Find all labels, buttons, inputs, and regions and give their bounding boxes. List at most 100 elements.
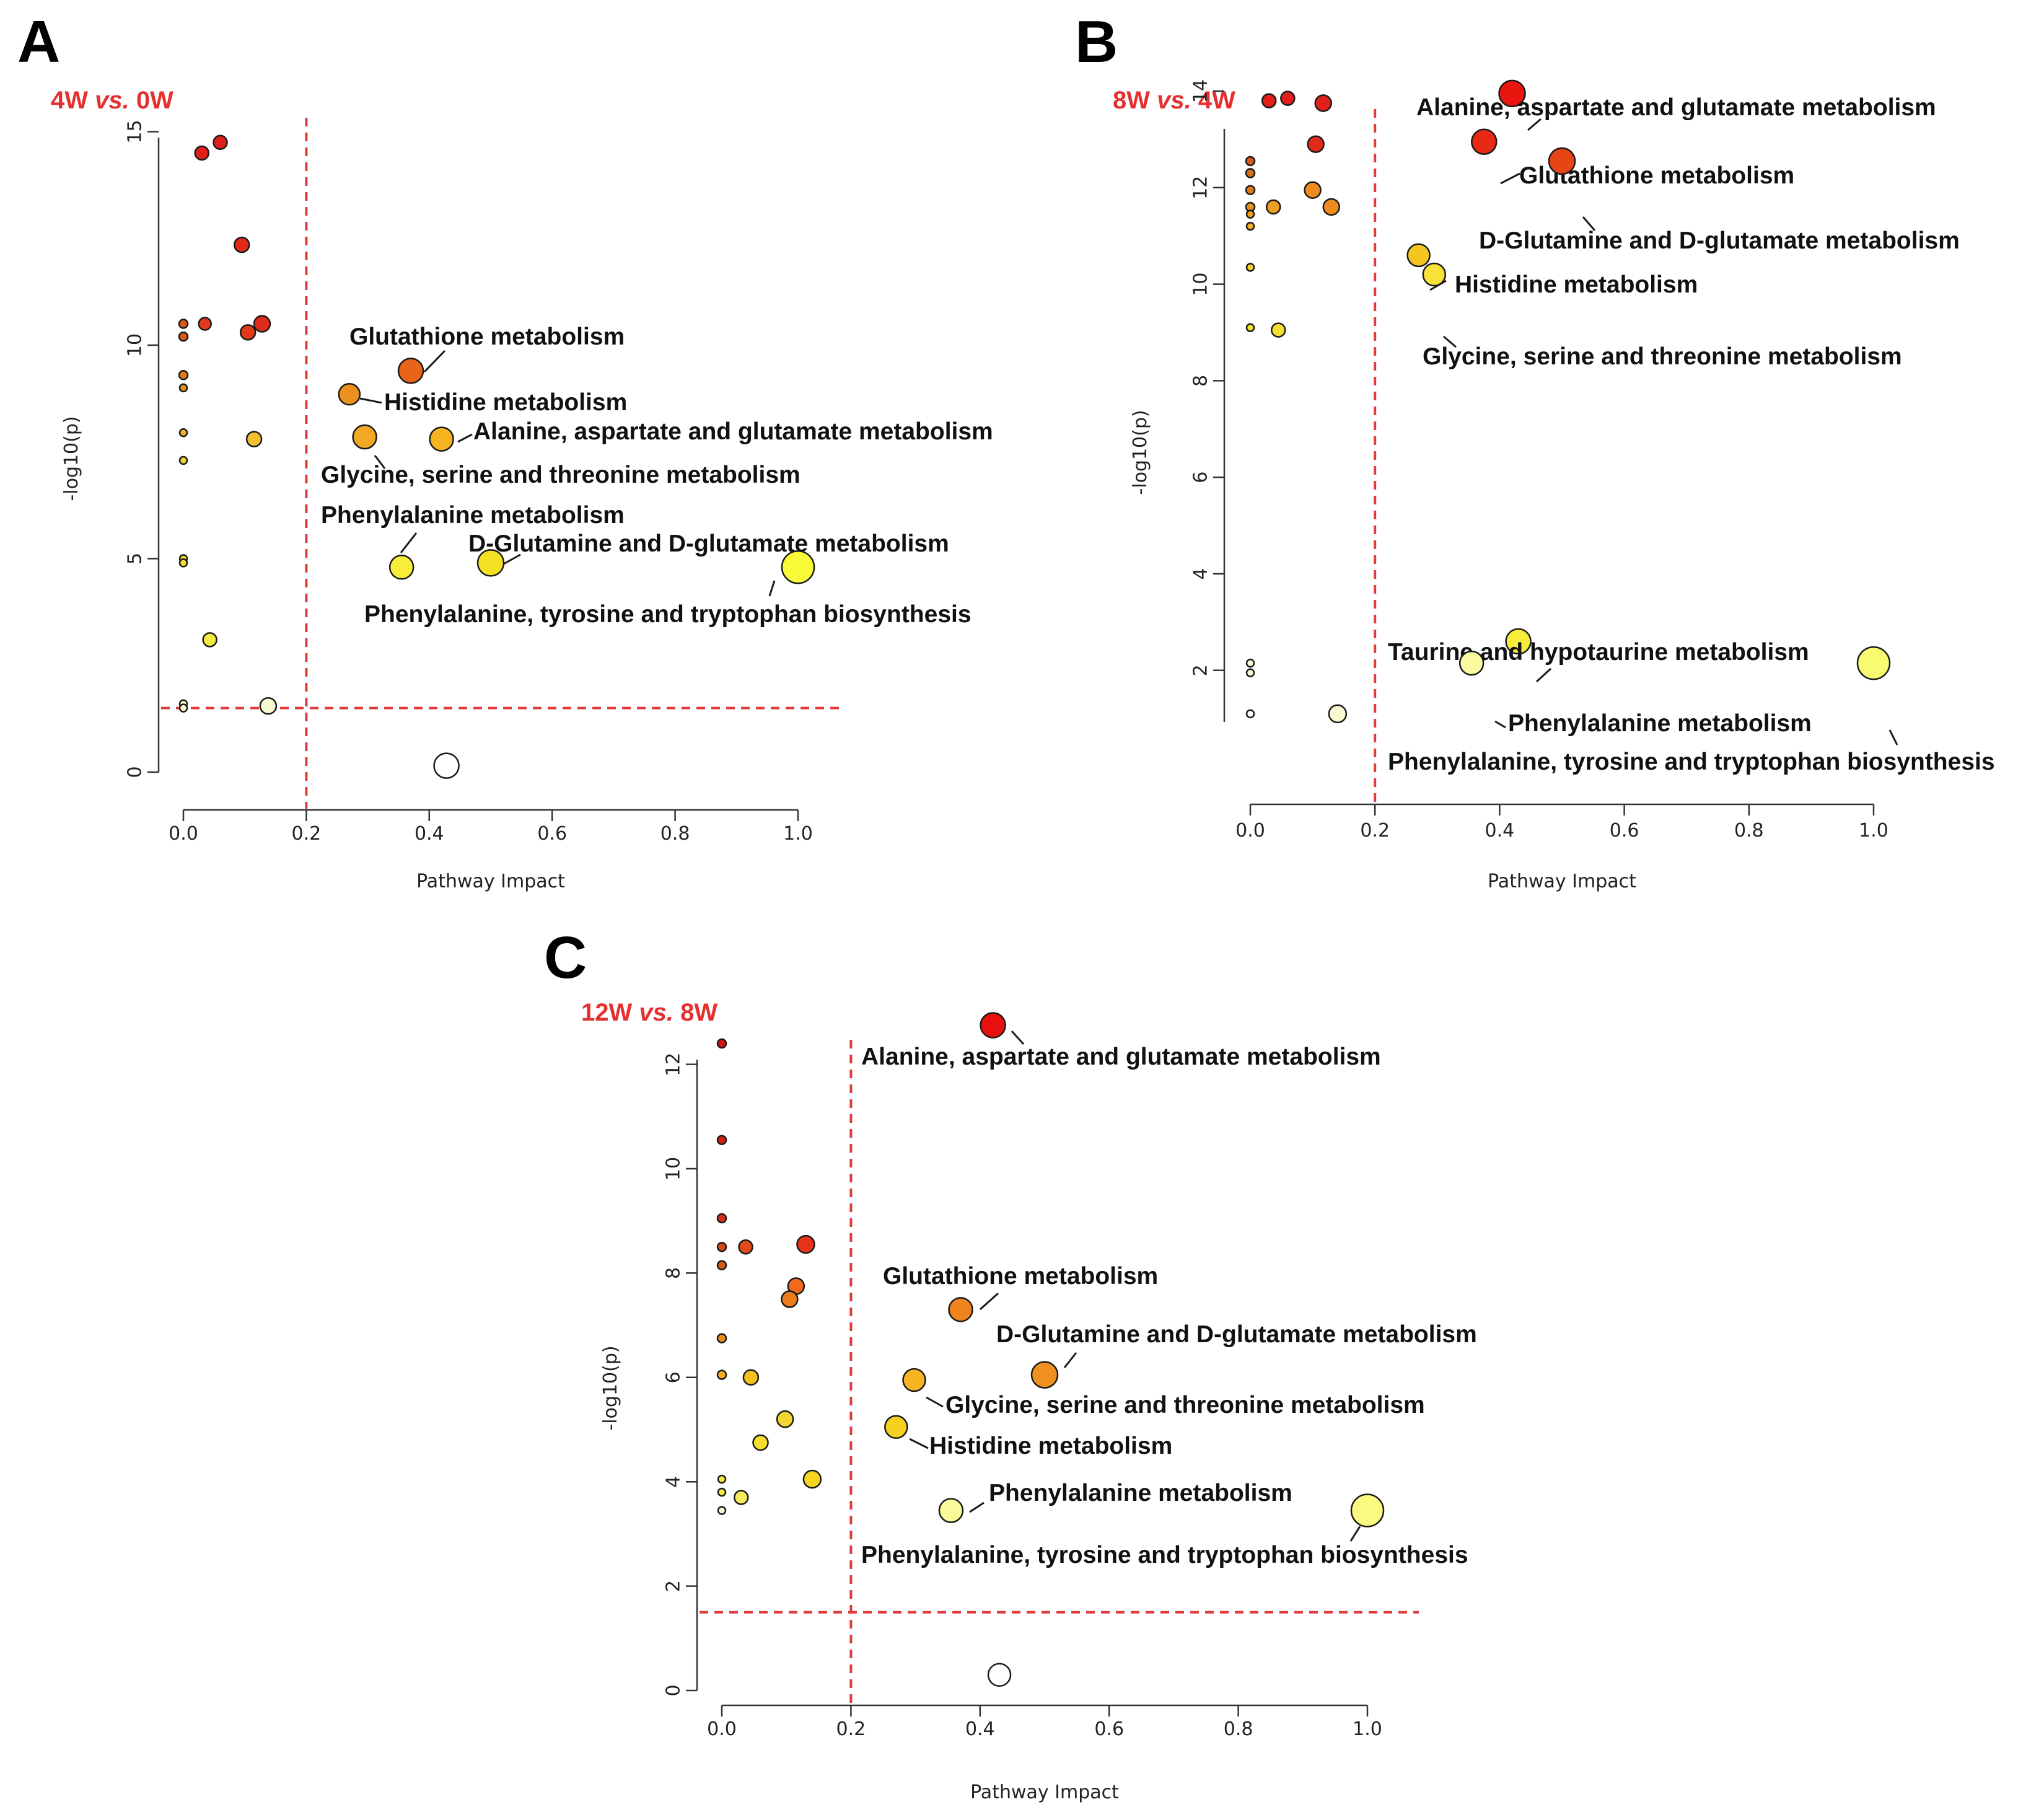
y-tick-label: 10: [1190, 273, 1212, 296]
pathway-point: [776, 1410, 794, 1428]
y-tick-label: 8: [1190, 375, 1212, 387]
pathway-point: [716, 1213, 727, 1224]
pathway-label: Glycine, serine and threonine metabolism: [321, 462, 800, 488]
pathway-point: [1245, 221, 1255, 231]
pathway-point: [752, 1434, 769, 1451]
pathway-point-labeled: [1856, 646, 1891, 680]
pathway-label: Alanine, aspartate and glutamate metabol…: [861, 1044, 1381, 1070]
comparison-title-part: 8W: [673, 999, 717, 1026]
pathway-point: [716, 1333, 727, 1343]
label-leader-line: [1011, 1030, 1025, 1045]
y-tick-label: 0: [125, 766, 146, 778]
pathway-point-labeled: [397, 358, 424, 384]
pathway-point: [1245, 323, 1255, 332]
pathway-point: [213, 134, 228, 150]
y-tick-label: 6: [1190, 472, 1212, 483]
y-tick-label: 12: [663, 1053, 685, 1076]
pathway-point: [1328, 704, 1348, 724]
pathway-point: [178, 369, 189, 380]
pathway-label: D-Glutamine and D-glutamate metabolism: [468, 530, 949, 557]
pathway-point: [716, 1038, 727, 1049]
y-tick-label: 6: [663, 1371, 685, 1383]
pathway-point: [1245, 709, 1255, 719]
x-tick-label: 0.0: [1235, 820, 1265, 842]
pathway-label: Glutathione metabolism: [883, 1263, 1158, 1290]
pathway-point-labeled: [1498, 79, 1526, 108]
pathway-point: [1322, 198, 1341, 216]
comparison-title: 8W vs. 4W: [1113, 87, 1235, 114]
pathway-point: [1261, 93, 1277, 108]
x-tick-label: 1.0: [1353, 1718, 1382, 1740]
pathway-point-labeled: [884, 1415, 908, 1440]
x-tick-label: 0.0: [707, 1718, 737, 1740]
pathway-label: Taurine and hypotaurine metabolism: [1388, 639, 1809, 666]
y-tick-label: 12: [1190, 176, 1212, 200]
pathway-label: Alanine, aspartate and glutamate metabol…: [1416, 94, 1936, 121]
x-tick-label: 0.2: [1360, 820, 1390, 842]
label-leader-line: [423, 349, 446, 373]
pathway-point: [178, 383, 188, 393]
pathway-label: Alanine, aspartate and glutamate metabol…: [473, 418, 993, 445]
pathway-point-labeled: [1422, 262, 1447, 287]
label-leader-line: [1535, 667, 1552, 683]
panel-letter: C: [544, 925, 587, 991]
pathway-point: [717, 1506, 727, 1515]
comparison-title-part: 8W: [1113, 87, 1150, 114]
pathway-point: [202, 632, 217, 648]
pathway-point: [1265, 199, 1281, 215]
y-axis-title: -log10(p): [1129, 410, 1151, 495]
x-axis-title: Pathway Impact: [970, 1782, 1119, 1803]
comparison-title-part: 4W: [51, 87, 88, 114]
pathway-point-labeled: [938, 1498, 964, 1523]
pathway-label: Phenylalanine, tyrosine and tryptophan b…: [364, 601, 972, 628]
y-tick-label: 14: [1190, 79, 1212, 103]
pathway-point: [1304, 181, 1322, 199]
pathway-point-labeled: [1030, 1361, 1059, 1389]
pathway-label: Phenylalanine metabolism: [1508, 710, 1812, 737]
y-axis-title: -log10(p): [600, 1345, 621, 1430]
x-tick-label: 0.4: [1485, 820, 1515, 842]
comparison-title-part: vs.: [632, 999, 673, 1026]
pathway-point: [716, 1260, 727, 1271]
pathway-point: [178, 455, 188, 465]
pathway-point-labeled: [980, 1012, 1006, 1039]
pathway-point: [194, 145, 210, 161]
comparison-title-part: 0W: [129, 87, 173, 114]
comparison-title-part: vs.: [88, 87, 129, 114]
label-leader-line: [1494, 720, 1506, 729]
pathway-point: [1245, 168, 1256, 178]
x-tick-label: 0.8: [1224, 1718, 1253, 1740]
pathway-label: Phenylalanine, tyrosine and tryptophan b…: [861, 1542, 1468, 1568]
pathway-point: [178, 703, 188, 713]
pathway-point: [796, 1234, 815, 1254]
pathway-point: [239, 324, 257, 341]
panel-a: A 4W vs. 0W 0 5 10 15 0.0 0.2 0.4 0.6 0.8 1.0 Pathwa…: [17, 9, 993, 892]
comparison-title-part: 12W: [581, 999, 632, 1026]
pathway-label: Phenylalanine metabolism: [989, 1480, 1292, 1506]
pathway-point: [178, 558, 188, 568]
label-leader-line: [1443, 335, 1457, 348]
y-tick-label: 8: [663, 1267, 685, 1279]
pathway-label: Histidine metabolism: [929, 1433, 1172, 1459]
label-leader-line: [1500, 172, 1520, 185]
pathway-point-labeled: [1458, 650, 1485, 676]
pathway-point: [178, 319, 189, 329]
pathway-point: [433, 752, 460, 779]
pathway-point: [742, 1369, 760, 1386]
label-leader-line: [1582, 216, 1596, 231]
label-leader-line: [926, 1396, 944, 1408]
pathway-point: [717, 1474, 727, 1484]
pathway-point: [802, 1469, 822, 1489]
pathway-point-labeled: [1505, 628, 1532, 655]
pathway-point: [1245, 185, 1256, 195]
x-tick-label: 1.0: [1859, 820, 1888, 842]
y-tick-label: 15: [125, 120, 146, 143]
label-leader-line: [1888, 729, 1898, 745]
label-leader-line: [400, 532, 418, 553]
label-leader-line: [1527, 118, 1542, 131]
pathway-point: [178, 428, 188, 437]
pathway-label: Histidine metabolism: [384, 389, 627, 416]
x-tick-label: 0.2: [292, 823, 322, 845]
pathway-point-labeled: [781, 550, 815, 584]
pathway-point: [734, 1490, 749, 1505]
